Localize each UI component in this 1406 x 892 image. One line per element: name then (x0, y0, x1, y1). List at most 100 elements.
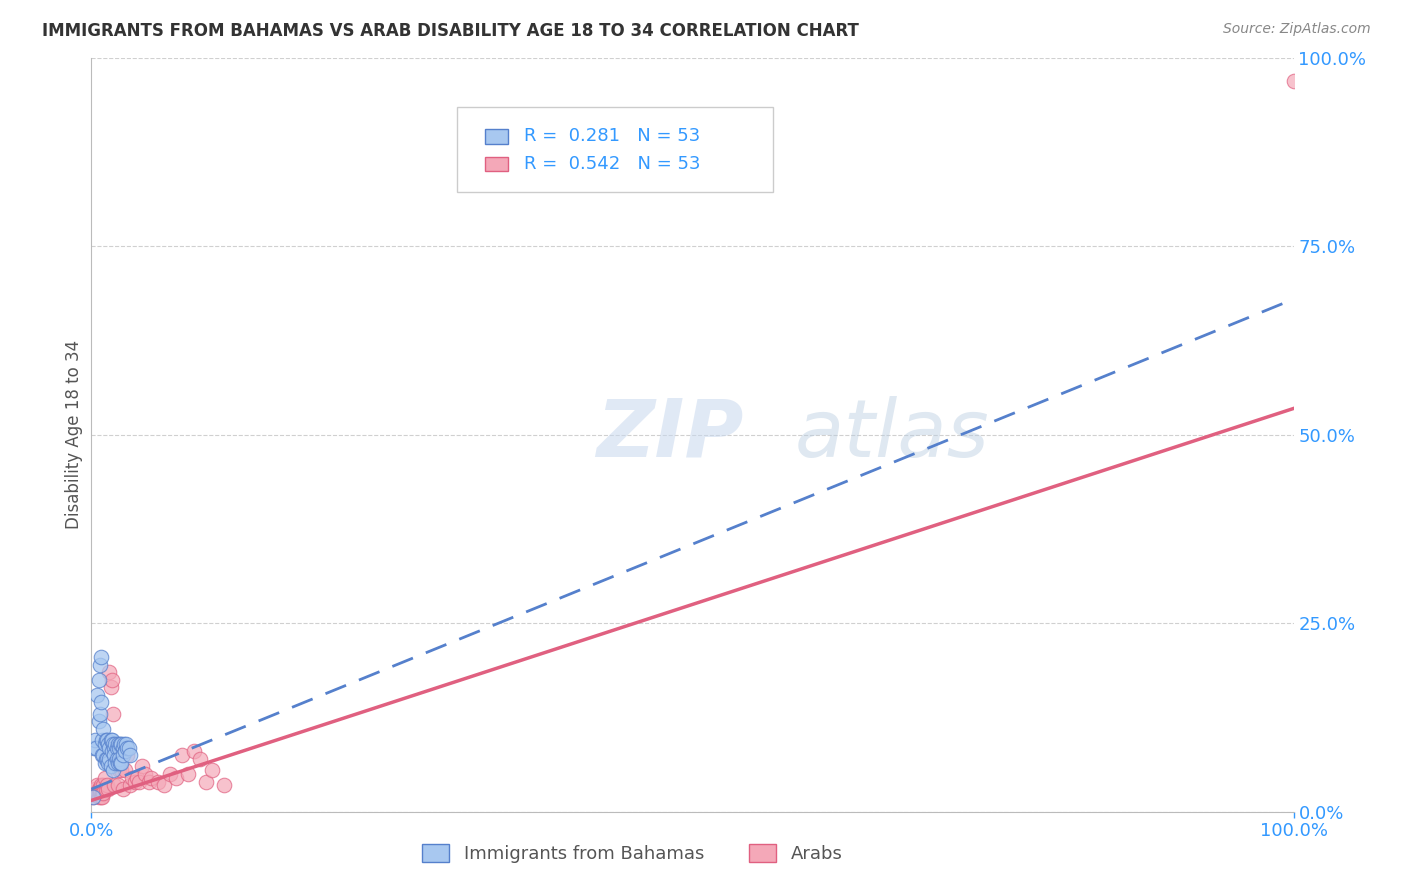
Point (111, 782, 134, 797)
Point (152, 778, 174, 792)
Point (89, 782, 111, 797)
Point (83, 740, 105, 755)
Point (83, 786, 105, 800)
Point (111, 740, 134, 755)
Point (183, 744, 205, 758)
Point (105, 740, 128, 755)
Point (108, 764, 131, 778)
Point (93, 778, 115, 792)
Point (107, 756, 129, 770)
Point (93, 786, 115, 800)
Point (101, 733, 124, 747)
Point (101, 673, 124, 687)
Point (90, 789, 112, 804)
Point (86, 778, 108, 792)
Point (114, 744, 136, 758)
Point (97, 782, 120, 797)
Point (165, 771, 187, 785)
Point (97, 756, 120, 770)
Point (110, 756, 132, 770)
Point (87, 673, 110, 687)
Point (91, 748, 114, 763)
Point (107, 778, 129, 792)
Point (94, 752, 117, 766)
Point (201, 764, 224, 778)
Point (111, 748, 134, 763)
Point (124, 774, 146, 789)
Point (93, 748, 115, 763)
Point (86, 688, 108, 702)
Point (98, 665, 121, 680)
Point (194, 774, 217, 789)
Point (100, 759, 122, 773)
Point (93, 737, 115, 751)
Text: R =  0.542   N = 53: R = 0.542 N = 53 (524, 155, 702, 173)
Point (108, 740, 131, 755)
Text: IMMIGRANTS FROM BAHAMAS VS ARAB DISABILITY AGE 18 TO 34 CORRELATION CHART: IMMIGRANTS FROM BAHAMAS VS ARAB DISABILI… (42, 22, 859, 40)
Point (110, 756, 132, 770)
Legend: Immigrants from Bahamas, Arabs: Immigrants from Bahamas, Arabs (415, 837, 849, 871)
Text: ZIP: ZIP (596, 396, 744, 474)
Y-axis label: Disability Age 18 to 34: Disability Age 18 to 34 (65, 340, 83, 530)
Point (159, 767, 181, 781)
Point (128, 774, 150, 789)
Point (94, 782, 117, 797)
Point (93, 756, 115, 770)
Point (212, 778, 235, 792)
Point (134, 767, 156, 781)
Point (91, 733, 114, 747)
Point (82, 789, 104, 804)
Point (125, 771, 148, 785)
Point (87, 789, 110, 804)
Point (89, 706, 111, 721)
Point (91, 789, 114, 804)
Point (103, 778, 125, 792)
Point (138, 774, 160, 789)
Point (89, 657, 111, 672)
Point (89, 786, 111, 800)
Point (84, 740, 107, 755)
Point (91, 786, 114, 800)
Point (101, 737, 124, 751)
Point (176, 767, 198, 781)
Point (108, 752, 131, 766)
Point (90, 778, 112, 792)
Point (101, 706, 124, 721)
Point (93, 722, 115, 736)
Point (96, 752, 118, 766)
Point (1282, 73, 1305, 87)
Point (87, 782, 110, 797)
Point (103, 740, 125, 755)
Point (100, 681, 122, 695)
Point (104, 756, 127, 770)
Point (105, 752, 128, 766)
Point (98, 752, 121, 766)
Point (117, 740, 139, 755)
Point (121, 771, 143, 785)
Text: atlas: atlas (794, 396, 990, 474)
Point (118, 748, 141, 763)
Point (146, 774, 169, 789)
Point (112, 737, 135, 751)
Point (110, 737, 132, 751)
Point (98, 740, 121, 755)
Point (86, 786, 108, 800)
Point (90, 650, 112, 665)
Point (118, 778, 141, 792)
Point (94, 733, 117, 747)
Point (188, 752, 211, 766)
Point (107, 737, 129, 751)
Point (84, 733, 107, 747)
Point (117, 748, 139, 763)
Point (87, 714, 110, 729)
Point (97, 737, 120, 751)
Point (93, 771, 115, 785)
Point (118, 740, 141, 755)
Text: R =  0.281   N = 53: R = 0.281 N = 53 (524, 128, 700, 145)
Point (96, 733, 118, 747)
Point (141, 771, 163, 785)
Point (110, 764, 132, 778)
Point (103, 748, 125, 763)
Point (114, 764, 136, 778)
Point (104, 737, 127, 751)
